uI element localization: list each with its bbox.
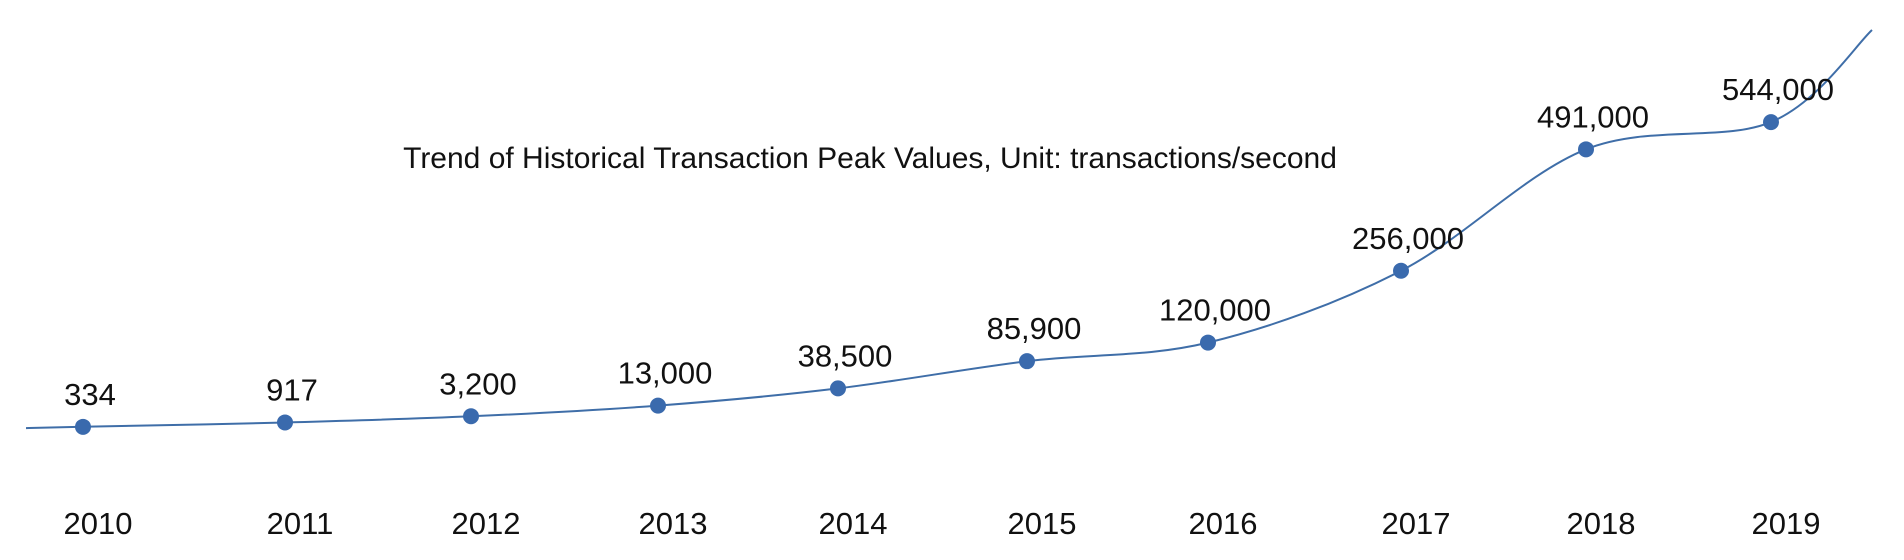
data-point-2019 [1763, 114, 1779, 131]
data-label-2013: 13,000 [618, 356, 713, 391]
data-point-2012 [463, 408, 479, 425]
data-point-2016 [1200, 334, 1216, 351]
chart-title: Trend of Historical Transaction Peak Val… [403, 142, 1337, 175]
x-tick-label-2014: 2014 [819, 506, 888, 541]
data-label-2014: 38,500 [798, 338, 893, 373]
data-point-2013 [650, 397, 666, 414]
data-point-2014 [830, 380, 846, 397]
x-tick-label-2018: 2018 [1567, 506, 1636, 541]
data-point-2017 [1393, 262, 1409, 279]
data-label-2012: 3,200 [439, 366, 517, 401]
x-tick-label-2015: 2015 [1008, 506, 1077, 541]
x-tick-label-2011: 2011 [267, 506, 334, 541]
data-label-2017: 256,000 [1352, 221, 1464, 256]
x-tick-label-2012: 2012 [452, 506, 521, 541]
data-point-2010 [75, 418, 91, 435]
x-tick-label-2017: 2017 [1382, 506, 1451, 541]
data-point-2015 [1019, 353, 1035, 370]
x-tick-label-2019: 2019 [1752, 506, 1821, 541]
x-axis-labels: 2010 2011 2012 2013 2014 2015 2016 2017 2018 2019 [64, 506, 1821, 541]
data-label-2015: 85,900 [987, 311, 1082, 346]
data-point-2011 [277, 414, 293, 431]
x-tick-label-2016: 2016 [1189, 506, 1258, 541]
data-label-2019: 544,000 [1722, 72, 1834, 107]
x-tick-label-2013: 2013 [639, 506, 708, 541]
data-label-2016: 120,000 [1159, 293, 1271, 328]
x-tick-label-2010: 2010 [64, 506, 133, 541]
data-point-2018 [1578, 141, 1594, 158]
series-line [25, 29, 1873, 430]
data-label-2018: 491,000 [1537, 99, 1649, 134]
data-label-2011: 917 [266, 372, 318, 407]
data-label-2010: 334 [64, 377, 116, 412]
data-marks: 334 917 3,200 13,000 38,500 85,900 120,000 256,… [64, 72, 1834, 435]
